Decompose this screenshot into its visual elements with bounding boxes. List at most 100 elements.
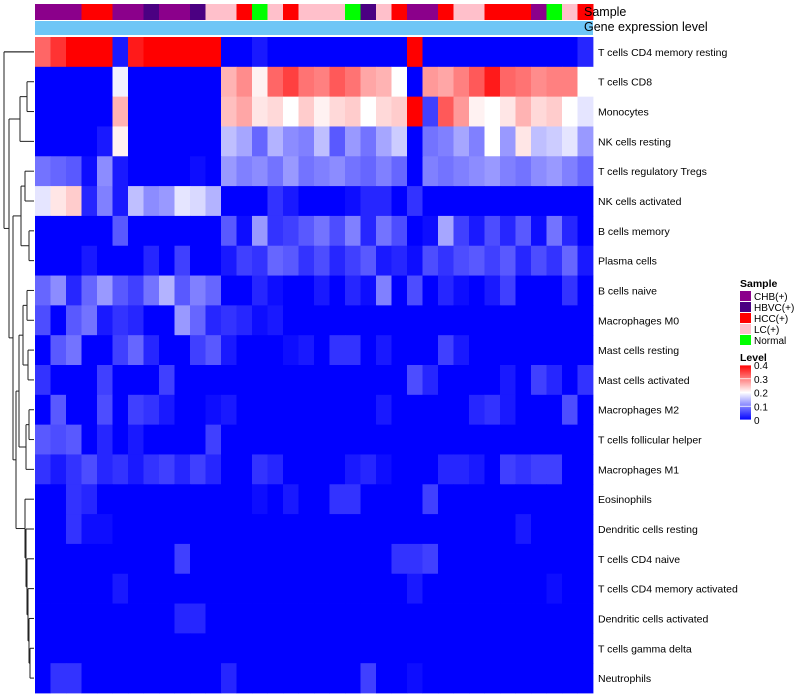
heatmap-cell [50,305,67,336]
heatmap-cell [190,215,206,247]
heatmap-cell [438,186,454,217]
level-tick-label: 0 [754,416,760,427]
heatmap-cell [391,484,408,515]
heatmap-cell [174,454,191,485]
heatmap-cell [391,186,408,217]
heatmap-cell [515,633,532,664]
heatmap-cell [174,275,191,306]
heatmap-cell [174,573,191,604]
heatmap-cell [453,484,470,515]
heatmap-cell [97,215,113,247]
heatmap-cell [360,663,377,694]
heatmap-cell [112,633,129,664]
heatmap-cell [391,424,408,455]
heatmap-cell [267,156,284,187]
heatmap-cell [500,96,516,127]
heatmap-cell [376,335,392,366]
gene-expression-annotation-label: Gene expression level [584,20,708,34]
heatmap-cell [360,484,377,515]
heatmap-cell [252,603,268,634]
heatmap-cell [469,573,485,604]
heatmap-cell [345,156,361,187]
heatmap-cell [329,275,346,306]
heatmap-cell [562,484,578,515]
heatmap-cell [422,573,439,604]
heatmap-cell [360,66,377,98]
row-label: T cells regulatory Tregs [598,166,707,178]
heatmap-cell [469,305,485,336]
heatmap-cell [407,424,423,455]
heatmap-cell [97,603,113,634]
heatmap-cell [205,275,222,306]
heatmap-cell [283,186,299,217]
heatmap-cell [81,305,98,336]
level-tick-label: 0.3 [754,375,768,386]
heatmap-cell [438,305,454,336]
heatmap-cell [236,96,253,127]
heatmap-cell [407,365,423,396]
sample-annotation-cell [360,4,377,20]
heatmap-cell [500,573,516,604]
heatmap-cell [469,394,485,426]
heatmap-cell [376,66,392,98]
heatmap-cell [345,663,361,694]
heatmap-cell [469,484,485,515]
heatmap-cell [159,394,175,426]
heatmap-cell [128,663,144,694]
heatmap-cell [314,394,330,426]
heatmap-cell [236,126,253,157]
heatmap-cell [329,215,346,247]
heatmap-cell [205,126,222,157]
heatmap-cell [345,514,361,545]
heatmap-cell [515,186,532,217]
heatmap-cell [35,573,51,604]
heatmap-cell [314,633,330,664]
heatmap-cell [484,245,501,276]
heatmap-cell [360,335,377,366]
heatmap-cell [515,305,532,336]
heatmap-cell [422,633,439,664]
heatmap-cell [298,394,315,426]
heatmap-cell [97,633,113,664]
heatmap-cell [66,96,82,127]
heatmap-cell [515,215,532,247]
heatmap-cell [515,245,532,276]
heatmap-cell [376,156,392,187]
heatmap-cell [391,543,408,575]
heatmap-cell [205,424,222,455]
sample-annotation-cell [97,4,113,20]
heatmap-cell [469,37,485,68]
heatmap-cell [66,66,82,98]
heatmap-cell [453,365,470,396]
heatmap-cell [438,573,454,604]
heatmap-cell [453,335,470,366]
heatmap-cell [81,633,98,664]
heatmap-cell [221,37,237,68]
heatmap-cell [112,514,129,545]
heatmap-cell [345,394,361,426]
heatmap-cell [128,215,144,247]
heatmap-cell [128,186,144,217]
heatmap-cell [345,186,361,217]
heatmap-cell [345,454,361,485]
heatmap-cell [221,394,237,426]
heatmap-cell [298,484,315,515]
heatmap-cell [329,186,346,217]
heatmap-cell [221,96,237,127]
heatmap-cell [376,126,392,157]
sample-legend-swatch [740,335,751,345]
heatmap-cell [66,335,82,366]
heatmap-cell [97,66,113,98]
heatmap-cell [298,66,315,98]
heatmap-cell [159,543,175,575]
heatmap-cell [360,37,377,68]
heatmap-cell [314,573,330,604]
heatmap-cell [267,454,284,485]
heatmap-cell [66,215,82,247]
heatmap-cell [283,335,299,366]
heatmap-cell [531,186,547,217]
heatmap-cell [484,156,501,187]
heatmap-cell [546,365,563,396]
heatmap-cell [515,454,532,485]
legend: Sample CHB(+)HBVC(+)HCC(+)LC(+)Normal Le… [740,278,794,427]
